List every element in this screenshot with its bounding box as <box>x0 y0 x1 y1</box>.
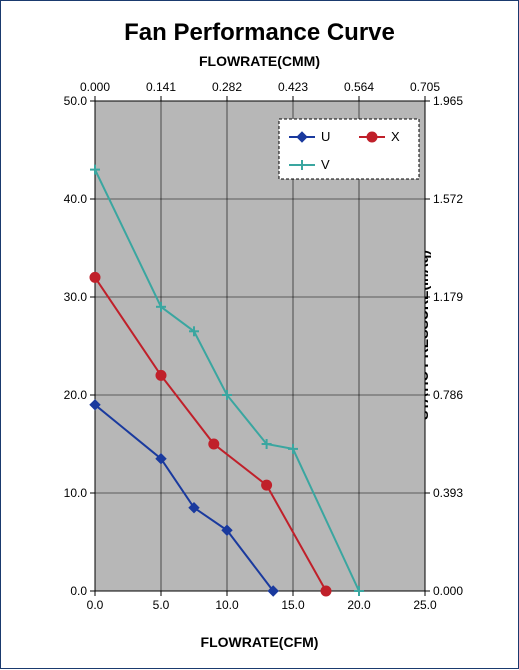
svg-text:X: X <box>391 129 400 144</box>
svg-text:15.0: 15.0 <box>281 598 305 612</box>
svg-text:V: V <box>321 157 330 172</box>
svg-text:0.141: 0.141 <box>146 80 176 94</box>
svg-text:20.0: 20.0 <box>347 598 371 612</box>
svg-text:0.000: 0.000 <box>80 80 110 94</box>
svg-text:20.0: 20.0 <box>64 388 88 402</box>
svg-text:0.000: 0.000 <box>433 584 463 598</box>
svg-text:10.0: 10.0 <box>64 486 88 500</box>
plot-svg: 0.05.010.015.020.025.00.0000.1410.2820.4… <box>1 1 519 670</box>
svg-text:25.0: 25.0 <box>413 598 437 612</box>
svg-text:50.0: 50.0 <box>64 94 88 108</box>
svg-text:30.0: 30.0 <box>64 290 88 304</box>
svg-text:1.572: 1.572 <box>433 192 463 206</box>
svg-text:U: U <box>321 129 330 144</box>
svg-text:0.705: 0.705 <box>410 80 440 94</box>
svg-text:5.0: 5.0 <box>153 598 170 612</box>
svg-text:0.0: 0.0 <box>70 584 87 598</box>
svg-text:0.282: 0.282 <box>212 80 242 94</box>
svg-text:0.564: 0.564 <box>344 80 374 94</box>
svg-text:1.179: 1.179 <box>433 290 463 304</box>
svg-text:1.965: 1.965 <box>433 94 463 108</box>
svg-text:0.0: 0.0 <box>87 598 104 612</box>
svg-text:0.786: 0.786 <box>433 388 463 402</box>
svg-text:0.393: 0.393 <box>433 486 463 500</box>
svg-text:40.0: 40.0 <box>64 192 88 206</box>
chart-frame: Fan Performance Curve FLOWRATE(CMM) FLOW… <box>0 0 519 669</box>
svg-text:10.0: 10.0 <box>215 598 239 612</box>
svg-text:0.423: 0.423 <box>278 80 308 94</box>
